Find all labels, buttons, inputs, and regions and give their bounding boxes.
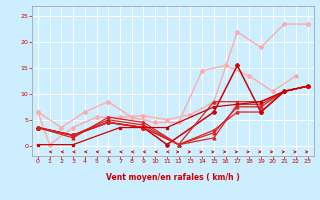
X-axis label: Vent moyen/en rafales ( km/h ): Vent moyen/en rafales ( km/h )	[106, 173, 240, 182]
